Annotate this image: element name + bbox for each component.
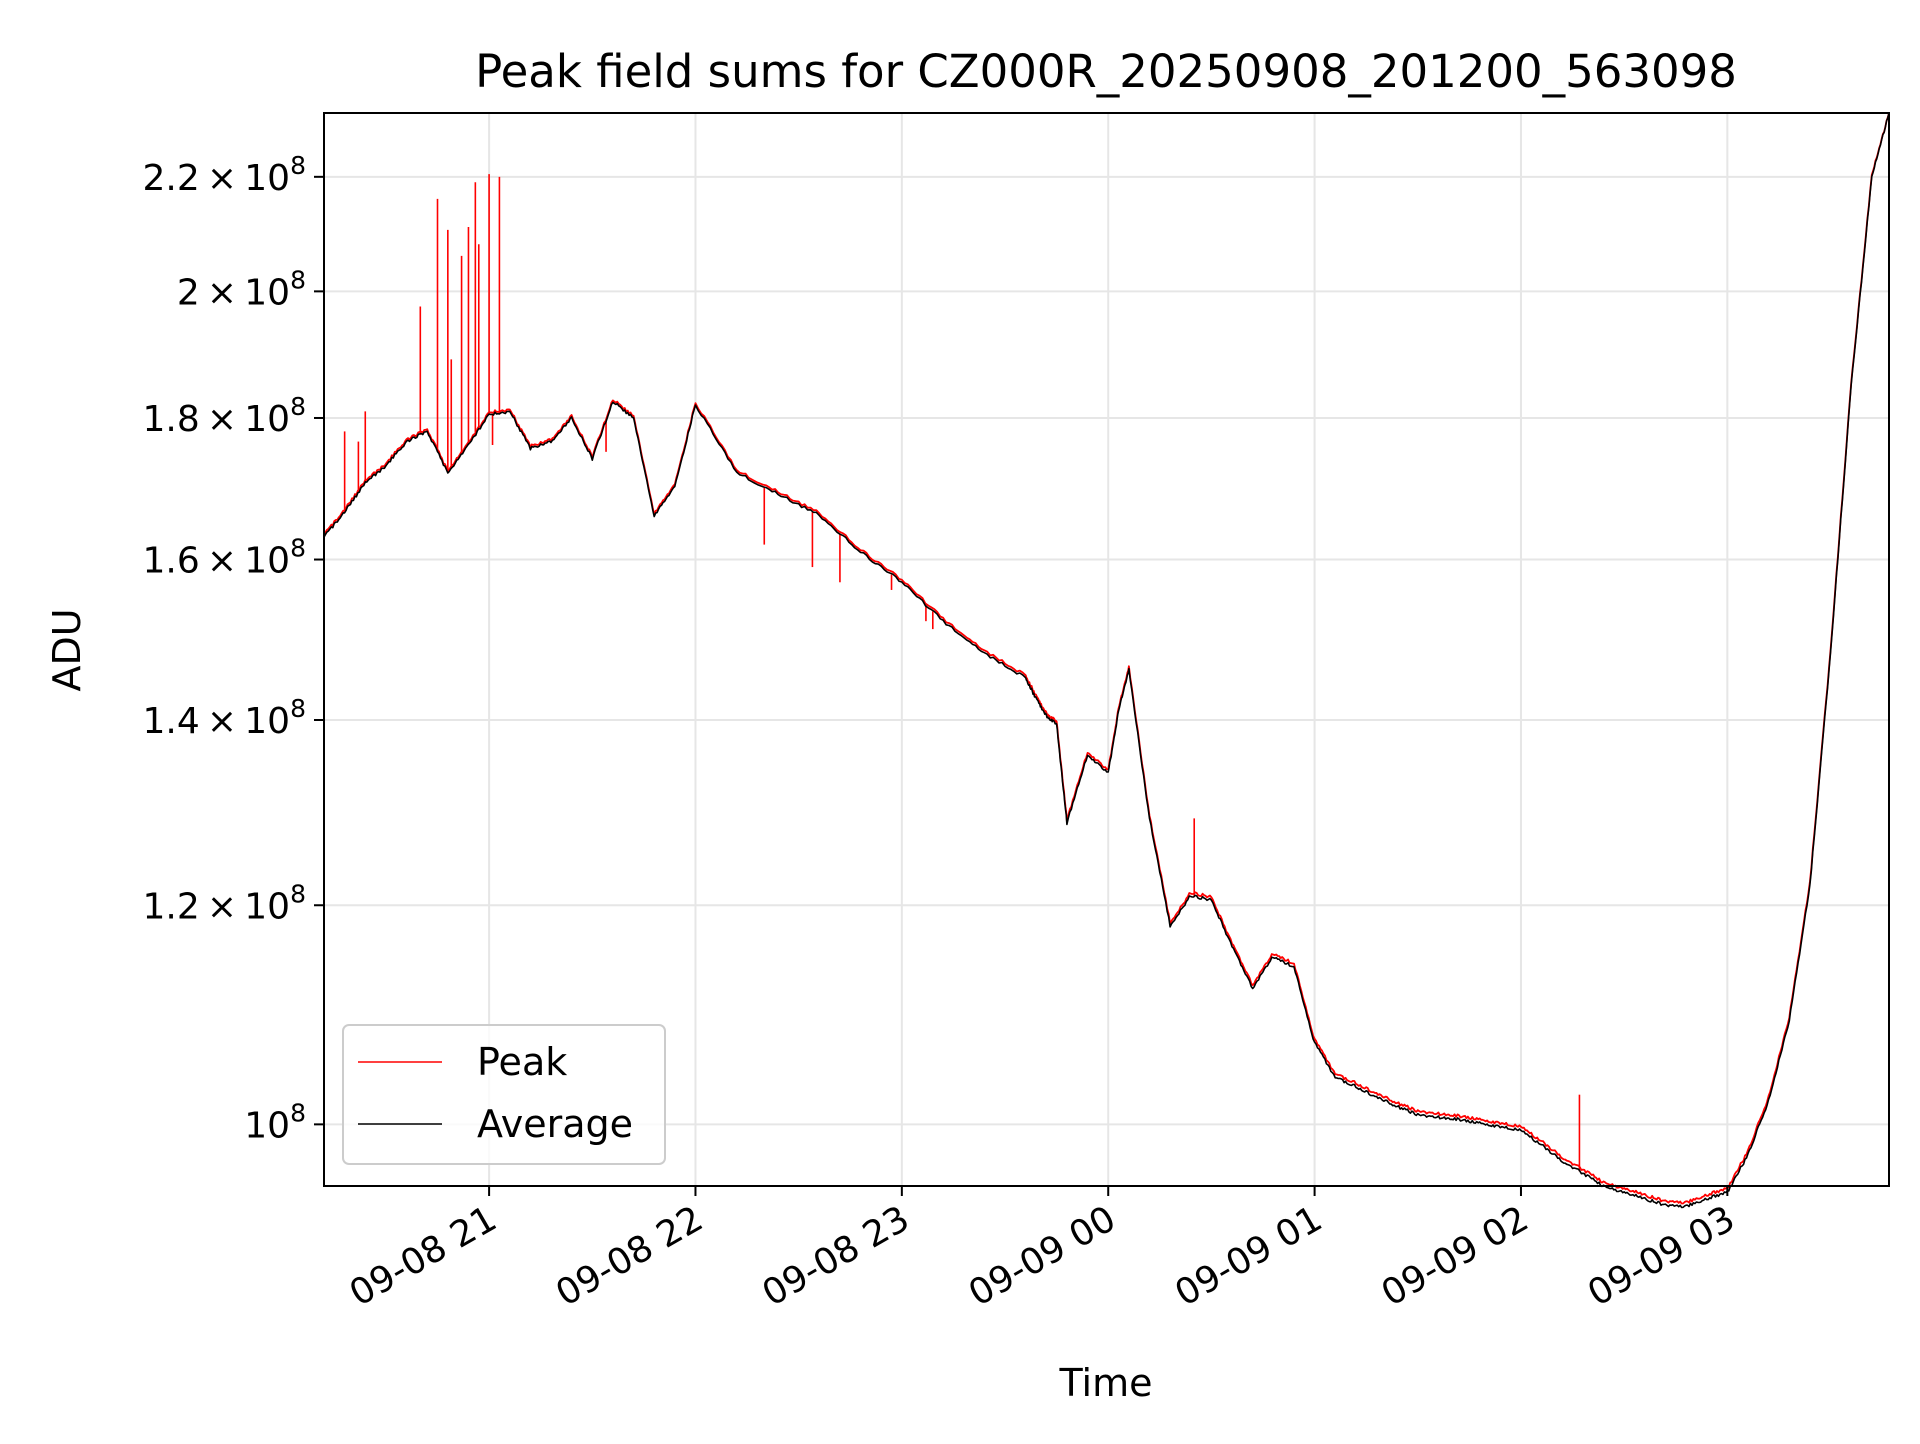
y-axis-label: ADU: [45, 608, 89, 691]
series-line-average: [323, 112, 1890, 1209]
legend-peak-label: Peak: [477, 1040, 567, 1084]
y-tick-label: 1.6 × 108: [142, 534, 306, 582]
y-tick-label: 1.2 × 108: [142, 879, 306, 927]
legend-box: [342, 1024, 666, 1165]
x-axis-label: Time: [1059, 1361, 1153, 1405]
chart-title: Peak field sums for CZ000R_20250908_2012…: [475, 45, 1737, 98]
plot-frame: [323, 112, 1890, 1187]
data-layer: [323, 112, 1890, 1209]
y-tick-label: 108: [244, 1098, 306, 1146]
y-tick-label: 2.2 × 108: [142, 151, 306, 199]
y-tick-label: 2 × 108: [177, 265, 306, 313]
legend-average-label: Average: [477, 1102, 633, 1146]
legend[interactable]: Peak Average: [342, 1024, 666, 1165]
y-tick-label: 1.8 × 108: [142, 392, 306, 440]
y-tick-label: 1.4 × 108: [142, 694, 306, 742]
